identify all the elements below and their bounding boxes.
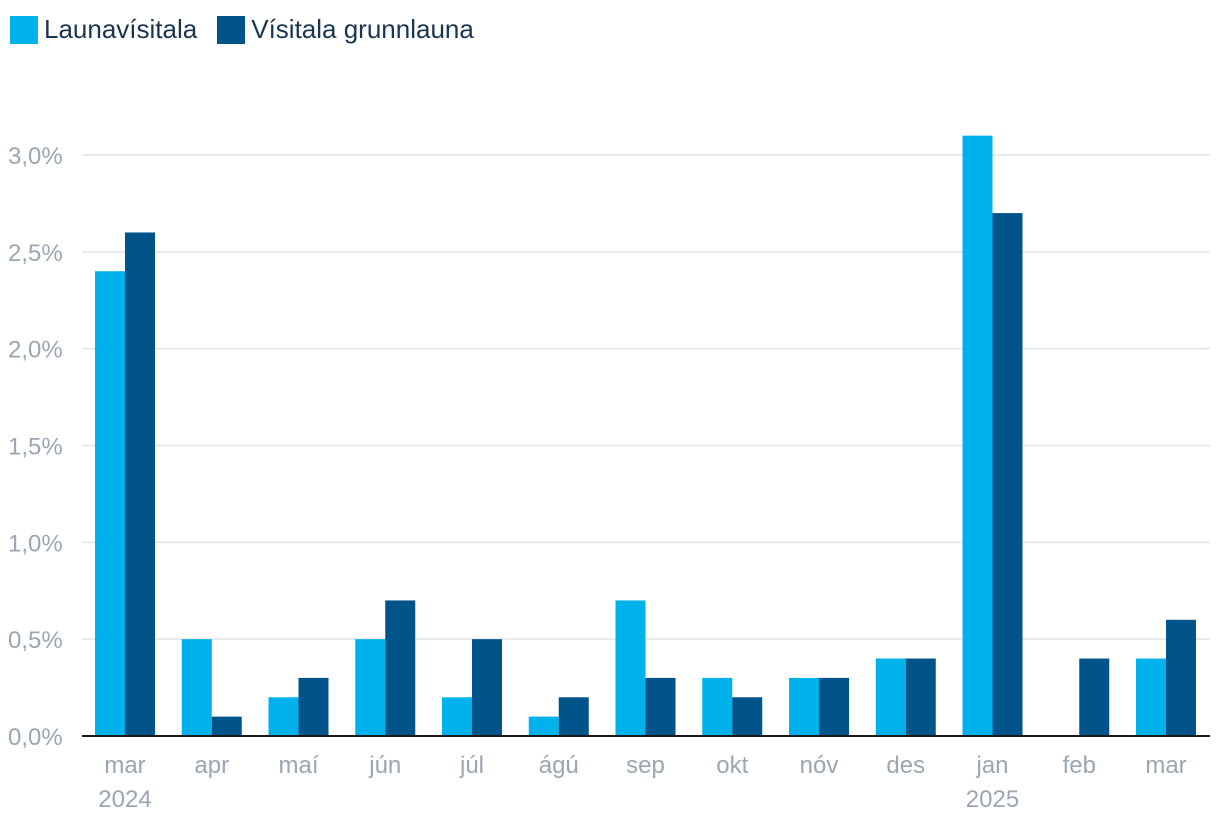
y-tick-label: 1,0% [8, 530, 63, 557]
legend-label-launavisitala: Launavísitala [44, 14, 198, 44]
legend-swatch-launavisitala [10, 15, 38, 44]
x-tick-label: feb [1063, 752, 1096, 779]
bar-launavisitala[interactable] [615, 600, 646, 736]
bar-launavisitala[interactable] [268, 697, 299, 736]
x-tick-label: okt [716, 752, 748, 779]
bar-visitala-grunnlauna[interactable] [385, 600, 416, 736]
bar-visitala-grunnlauna[interactable] [905, 658, 936, 736]
x-tick-label: nóv [800, 752, 839, 779]
y-tick-label: 2,0% [8, 337, 63, 364]
x-tick-label: júl [459, 752, 484, 779]
bar-launavisitala[interactable] [702, 677, 733, 736]
bar-visitala-grunnlauna[interactable] [298, 677, 329, 736]
y-tick-label: 0,5% [8, 627, 63, 654]
x-tick-label: ágú [539, 752, 579, 779]
x-tick-label: maí [278, 752, 318, 779]
x-tick-label: des [886, 752, 925, 779]
bar-visitala-grunnlauna[interactable] [992, 213, 1023, 737]
bar-launavisitala[interactable] [95, 271, 125, 736]
bar-launavisitala[interactable] [1136, 658, 1166, 736]
y-tick-label: 1,5% [8, 434, 63, 461]
x-year-label: 2025 [966, 786, 1019, 813]
bar-launavisitala[interactable] [789, 677, 819, 736]
y-tick-label: 2,5% [8, 240, 63, 267]
bar-visitala-grunnlauna[interactable] [732, 697, 763, 736]
bar-launavisitala[interactable] [528, 716, 559, 736]
bar-launavisitala[interactable] [181, 639, 212, 736]
x-tick-label: apr [194, 752, 229, 779]
y-tick-label: 0,0% [8, 724, 63, 751]
legend-item-launavisitala[interactable]: Launavísitala [10, 14, 197, 45]
bar-visitala-grunnlauna[interactable] [1079, 658, 1110, 736]
bar-visitala-grunnlauna[interactable] [819, 677, 849, 736]
legend: Launavísitala Vísitala grunnlauna [10, 14, 494, 45]
bar-launavisitala[interactable] [442, 697, 472, 736]
bar-visitala-grunnlauna[interactable] [1166, 619, 1196, 736]
y-tick-label: 3,0% [8, 143, 63, 170]
legend-swatch-visitala-grunnlauna [217, 15, 246, 44]
x-year-label: 2024 [98, 786, 151, 813]
legend-item-visitala-grunnlauna[interactable]: Vísitala grunnlauna [217, 14, 474, 45]
bar-visitala-grunnlauna[interactable] [645, 677, 676, 736]
bar-launavisitala[interactable] [355, 639, 386, 736]
bar-visitala-grunnlauna[interactable] [125, 232, 155, 736]
x-tick-label: jún [368, 752, 401, 779]
x-tick-label: sep [626, 752, 665, 779]
bar-visitala-grunnlauna[interactable] [472, 639, 502, 736]
x-tick-label: mar [1145, 752, 1186, 779]
bar-visitala-grunnlauna[interactable] [211, 716, 242, 736]
x-tick-label: jan [975, 752, 1008, 779]
bar-launavisitala[interactable] [962, 135, 993, 737]
bar-launavisitala[interactable] [875, 658, 906, 736]
bar-visitala-grunnlauna[interactable] [558, 697, 589, 736]
x-tick-label: mar [104, 752, 145, 779]
legend-label-visitala-grunnlauna: Vísitala grunnlauna [251, 14, 474, 44]
